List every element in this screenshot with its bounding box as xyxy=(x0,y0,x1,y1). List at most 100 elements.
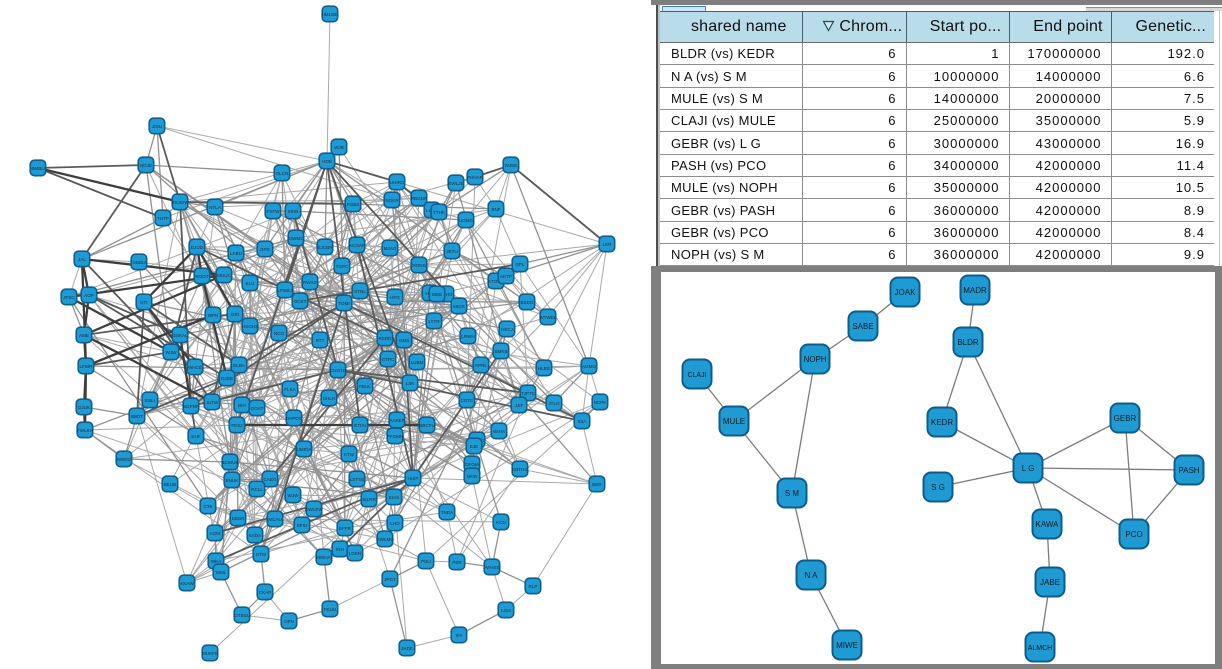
svg-text:WIHA: WIHA xyxy=(493,429,506,434)
svg-text:KADA: KADA xyxy=(249,533,262,538)
svg-text:ETISI: ETISI xyxy=(354,423,366,428)
svg-text:ALMCH: ALMCH xyxy=(1028,645,1053,652)
svg-text:BLBA: BLBA xyxy=(233,363,246,368)
svg-text:IISA: IISA xyxy=(578,419,588,424)
svg-text:INH: INH xyxy=(336,547,344,552)
svg-text:PHHAR: PHHAR xyxy=(467,175,484,180)
svg-text:MIWE: MIWE xyxy=(836,641,858,650)
svg-text:JDIU: JDIU xyxy=(152,124,162,129)
svg-text:DFOM: DFOM xyxy=(465,462,479,467)
svg-text:WJW: WJW xyxy=(166,350,178,355)
svg-text:OWMC: OWMC xyxy=(288,236,304,241)
svg-text:CUGTD: CUGTD xyxy=(330,368,347,373)
svg-text:AAKEP: AAKEP xyxy=(389,418,404,423)
svg-text:AGIS: AGIS xyxy=(210,531,221,536)
svg-text:MJAO: MJAO xyxy=(384,246,397,251)
svg-text:CAEG: CAEG xyxy=(263,477,276,482)
svg-text:KAWA: KAWA xyxy=(1036,520,1060,529)
svg-text:SILRR: SILRR xyxy=(362,497,376,502)
svg-text:PGBS: PGBS xyxy=(347,202,360,207)
svg-text:UOMG: UOMG xyxy=(459,218,474,223)
svg-text:NTLA: NTLA xyxy=(209,205,222,210)
svg-text:LPWEJ: LPWEJ xyxy=(277,288,292,293)
svg-text:FLKA: FLKA xyxy=(284,387,296,392)
svg-text:HECJ: HECJ xyxy=(501,327,513,332)
svg-text:HLEE: HLEE xyxy=(538,366,550,371)
svg-text:PER: PER xyxy=(452,560,462,565)
svg-text:JOAK: JOAK xyxy=(895,288,917,297)
svg-text:CTK: CTK xyxy=(203,504,213,509)
svg-text:DBSR: DBSR xyxy=(232,516,245,521)
svg-text:TOMI: TOMI xyxy=(338,301,349,306)
svg-text:MWHAI: MWHAI xyxy=(316,555,332,560)
svg-text:EJE: EJE xyxy=(470,444,478,449)
svg-text:HFG: HFG xyxy=(390,295,400,300)
svg-text:CLAJI: CLAJI xyxy=(687,372,706,379)
svg-text:PBUL: PBUL xyxy=(359,384,371,389)
svg-text:LGKN: LGKN xyxy=(349,551,362,556)
svg-text:FKUU: FKUU xyxy=(324,607,337,612)
svg-text:KTW: KTW xyxy=(344,452,355,457)
svg-text:N A: N A xyxy=(805,571,819,580)
svg-text:EWLJE: EWLJE xyxy=(448,181,463,186)
svg-text:DHLR: DHLR xyxy=(323,396,336,401)
svg-text:JABE: JABE xyxy=(1040,578,1060,587)
svg-text:SNF: SNF xyxy=(491,207,500,212)
svg-text:HUIP: HUIP xyxy=(408,476,419,481)
svg-text:FESJ: FESJ xyxy=(231,423,242,428)
svg-text:DAPDC: DAPDC xyxy=(286,416,303,421)
svg-text:DWLEW: DWLEW xyxy=(305,507,323,512)
svg-text:L G: L G xyxy=(1022,464,1035,473)
svg-text:HTM: HTM xyxy=(256,552,266,557)
svg-text:BBDT: BBDT xyxy=(131,414,143,419)
svg-text:LHO: LHO xyxy=(390,521,400,526)
svg-text:SIHB: SIHB xyxy=(288,209,299,214)
svg-text:SABE: SABE xyxy=(852,322,873,331)
svg-text:PIEJ: PIEJ xyxy=(421,559,431,564)
svg-text:MICR: MICR xyxy=(453,304,465,309)
svg-text:WPN: WPN xyxy=(208,313,219,318)
svg-text:KKAW: KKAW xyxy=(180,581,194,586)
svg-text:UMIOA: UMIOA xyxy=(296,447,312,452)
svg-text:EIAS: EIAS xyxy=(389,495,399,500)
svg-text:NOPH: NOPH xyxy=(803,355,826,364)
svg-text:BSDG: BSDG xyxy=(520,300,533,305)
svg-text:LGH: LGH xyxy=(501,608,510,613)
svg-text:RLP: RLP xyxy=(529,584,538,589)
svg-text:GEBR: GEBR xyxy=(1114,414,1137,423)
svg-text:PCO: PCO xyxy=(1125,530,1142,539)
svg-text:SMKB: SMKB xyxy=(494,349,507,354)
svg-text:FWLKH: FWLKH xyxy=(77,428,93,433)
svg-text:LABU: LABU xyxy=(230,251,242,256)
svg-text:GOAT: GOAT xyxy=(251,406,264,411)
svg-text:LSTSE: LSTSE xyxy=(350,477,365,482)
svg-text:SFIU: SFIU xyxy=(297,523,307,528)
svg-text:BSJWW: BSJWW xyxy=(171,200,189,205)
svg-text:JFSC: JFSC xyxy=(63,295,75,300)
svg-text:LSK: LSK xyxy=(406,381,416,386)
svg-text:BCWUK: BCWUK xyxy=(221,460,239,465)
svg-text:JTLO: JTLO xyxy=(548,401,560,406)
svg-text:ESLI: ESLI xyxy=(145,398,155,403)
svg-text:THTP: THTP xyxy=(157,216,169,221)
svg-text:OMS: OMS xyxy=(399,338,409,343)
svg-text:BLDR: BLDR xyxy=(957,338,979,347)
svg-text:LRWH: LRWH xyxy=(461,334,474,339)
svg-text:GSKAL: GSKAL xyxy=(172,333,188,338)
svg-text:WJW: WJW xyxy=(288,493,300,498)
svg-text:RTT: RTT xyxy=(316,338,325,343)
svg-text:MUKFB: MUKFB xyxy=(202,651,218,656)
svg-text:BER: BER xyxy=(592,482,602,487)
svg-text:DJUK: DJUK xyxy=(78,405,91,410)
svg-text:OPG: OPG xyxy=(260,247,271,252)
svg-text:RBGNR: RBGNR xyxy=(411,196,428,201)
svg-text:EFFR: EFFR xyxy=(339,526,352,531)
svg-text:OCET: OCET xyxy=(294,299,307,304)
svg-text:JJIT: JJIT xyxy=(515,403,524,408)
svg-text:WML: WML xyxy=(216,570,227,575)
svg-text:GRI: GRI xyxy=(231,312,239,317)
svg-text:JAL: JAL xyxy=(78,257,86,262)
svg-text:GWLMO: GWLMO xyxy=(376,537,394,542)
svg-text:KBTHG: KBTHG xyxy=(512,467,528,472)
svg-text:BNUK: BNUK xyxy=(226,478,240,483)
